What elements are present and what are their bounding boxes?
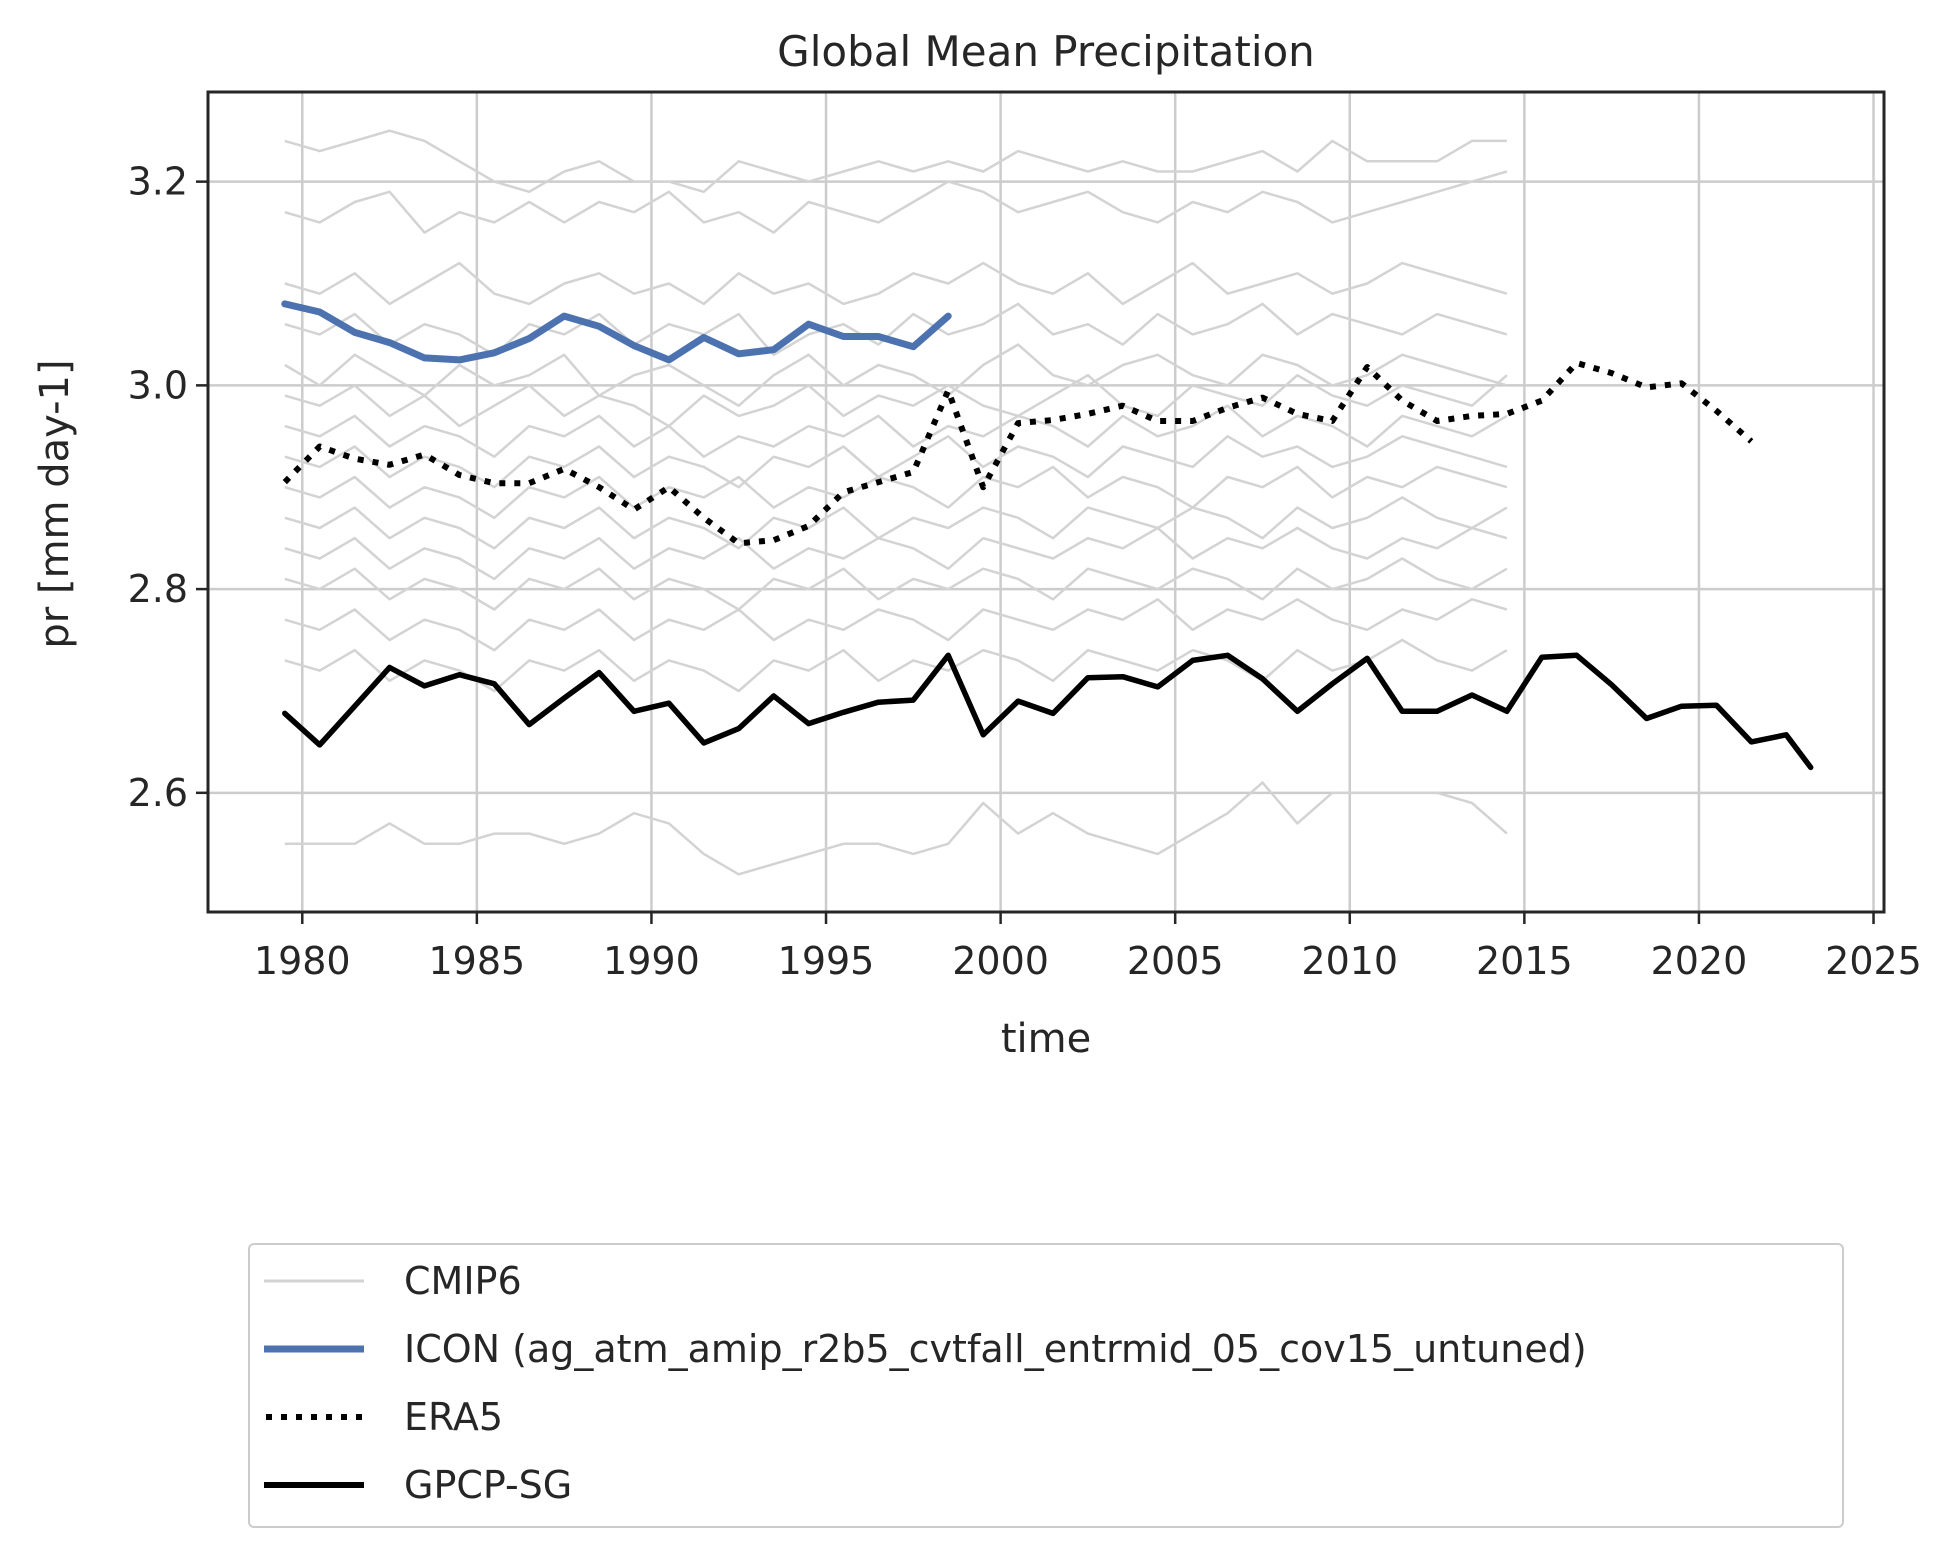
legend-label-icon: ICON (ag_atm_amip_r2b5_cvtfall_entrmid_0… [404, 1327, 1587, 1371]
icon-series-line [281, 300, 952, 364]
grid-lines [208, 92, 1884, 912]
x-tick-label: 2015 [1476, 939, 1573, 983]
x-tick-label: 2025 [1825, 939, 1922, 983]
y-tick-label: 3.2 [128, 160, 188, 204]
y-axis-label: pr [mm day-1] [32, 359, 78, 648]
cmip6-member-line-3 [284, 261, 1508, 306]
legend-swatch-icon [264, 1345, 364, 1353]
x-tick-label: 1990 [603, 939, 700, 983]
legend-label-cmip6: CMIP6 [404, 1259, 522, 1303]
cmip6-member-line-11 [284, 526, 1508, 581]
x-tick-label: 1985 [428, 939, 525, 983]
era5-series-line [282, 360, 1754, 547]
x-axis-label: time [1001, 1016, 1091, 1062]
legend-swatch-cmip6 [264, 1279, 364, 1283]
y-tick-label: 3.0 [128, 363, 188, 407]
cmip6-member-line-4 [284, 302, 1508, 357]
legend-label-gpcp-sg: GPCP-SG [404, 1463, 573, 1507]
cmip6-member-line-14 [284, 638, 1508, 693]
cmip6-member-line-10 [284, 496, 1508, 550]
legend-item-gpcp-sg: GPCP-SG [264, 1463, 572, 1507]
y-tick-label: 2.8 [128, 567, 188, 611]
cmip6-member-line-9 [284, 465, 1508, 520]
legend-label-era5: ERA5 [404, 1395, 504, 1439]
cmip6-member-line-2 [284, 170, 1508, 234]
cmip6-member-line-13 [284, 598, 1508, 652]
y-tick-label: 2.6 [128, 771, 188, 815]
cmip6-member-line-7 [284, 404, 1508, 458]
cmip6-member-line-12 [284, 557, 1508, 611]
legend-item-era5: ERA5 [264, 1395, 503, 1439]
cmip6-member-line-1 [284, 129, 1507, 194]
x-tick-label: 2005 [1127, 939, 1224, 983]
legend-item-icon: ICON (ag_atm_amip_r2b5_cvtfall_entrmid_0… [264, 1327, 1587, 1371]
x-tick-label: 1995 [778, 939, 875, 983]
cmip6-member-line-5 [284, 343, 1508, 407]
series-layer [281, 129, 1814, 876]
legend-swatch-gpcp-sg [264, 1482, 364, 1488]
cmip6-member-line-15 [284, 781, 1508, 876]
x-tick-label: 1980 [254, 939, 351, 983]
chart-title: Global Mean Precipitation [777, 27, 1315, 76]
x-tick-label: 2000 [952, 939, 1049, 983]
cmip6-member-line-6 [284, 373, 1508, 428]
plot-frame [206, 90, 1886, 914]
x-tick-label: 2010 [1301, 939, 1398, 983]
x-tick-label: 2020 [1651, 939, 1748, 983]
axis-ticks: 1980 1985 1990 1995 2000 2005 2010 2015 2020 2025… [128, 160, 1922, 983]
legend: CMIP6 ICON (ag_atm_amip_r2b5_cvtfall_ent… [248, 1243, 1844, 1528]
legend-item-cmip6: CMIP6 [264, 1259, 522, 1303]
legend-swatch-era5 [266, 1414, 364, 1420]
gpcp-sg-series-line [282, 652, 1814, 771]
